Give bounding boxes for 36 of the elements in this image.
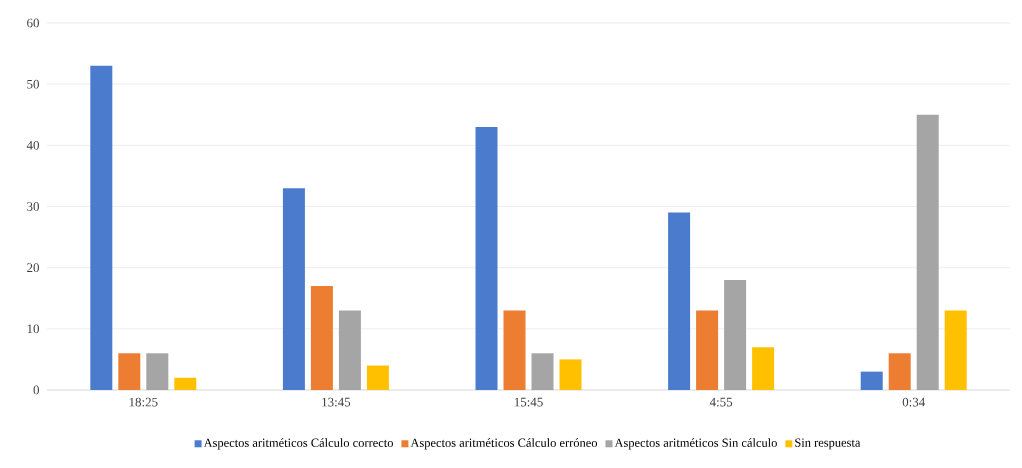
y-tick-label: 60 <box>27 18 39 28</box>
bar <box>146 353 169 390</box>
y-tick-label: 0 <box>33 385 39 395</box>
bar <box>696 310 719 390</box>
bar <box>118 353 141 390</box>
x-tick-label: 4:55 <box>709 397 733 407</box>
y-tick-label: 50 <box>27 79 39 89</box>
y-tick-label: 20 <box>27 263 39 273</box>
x-tick-label: 13:45 <box>322 397 351 407</box>
bar <box>668 212 691 390</box>
bar <box>724 279 747 390</box>
bar <box>752 347 775 390</box>
bar <box>559 359 582 390</box>
bar <box>90 65 113 390</box>
bar <box>174 377 197 390</box>
bar <box>366 365 389 390</box>
y-tick-label: 10 <box>27 324 39 334</box>
bar <box>916 114 939 390</box>
legend-label: Aspectos aritméticos Sin cálculo <box>614 438 777 450</box>
legend-label: Aspectos aritméticos Cálculo erróneo <box>410 438 598 450</box>
bar <box>475 126 498 390</box>
y-tick-label: 40 <box>26 140 39 150</box>
y-tick-label: 30 <box>27 202 39 211</box>
legend-label: Aspectos aritméticos Cálculo correcto <box>203 438 393 450</box>
bar <box>531 353 554 390</box>
x-tick-label: 15:45 <box>514 397 543 407</box>
bar <box>503 310 526 390</box>
bar <box>944 310 967 390</box>
legend-label: Sin respuesta <box>795 438 861 450</box>
bar <box>888 353 911 390</box>
bar <box>310 286 333 390</box>
bar <box>338 310 361 390</box>
bar <box>282 188 305 390</box>
x-tick-label: 0:34 <box>902 397 926 407</box>
bar <box>860 371 883 390</box>
x-tick-label: 18:25 <box>129 397 158 407</box>
